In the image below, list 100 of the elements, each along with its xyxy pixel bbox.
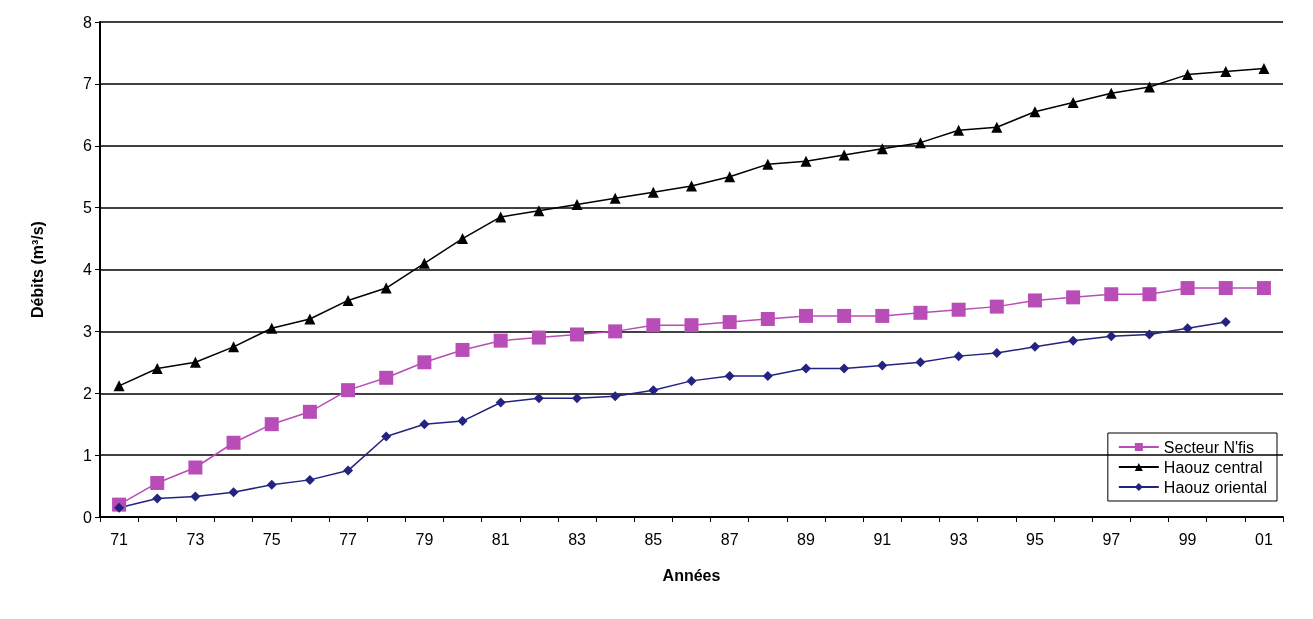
point bbox=[1182, 69, 1194, 81]
point bbox=[380, 282, 392, 294]
point bbox=[493, 333, 508, 348]
x-tick-label: 95 bbox=[1026, 530, 1044, 548]
point bbox=[1142, 287, 1157, 302]
point bbox=[228, 487, 239, 498]
point bbox=[188, 460, 203, 475]
point bbox=[302, 404, 317, 419]
point bbox=[1182, 323, 1193, 334]
x-tick-label: 73 bbox=[186, 530, 205, 548]
legend-label: Secteur N'fis bbox=[1163, 438, 1255, 456]
x-tick-label: 71 bbox=[110, 530, 129, 548]
y-tick-label: 7 bbox=[83, 75, 93, 93]
point bbox=[343, 465, 354, 476]
point bbox=[684, 318, 699, 333]
point bbox=[189, 356, 201, 368]
point bbox=[760, 312, 775, 326]
point bbox=[531, 330, 546, 345]
point bbox=[877, 360, 888, 371]
y-tick-label: 1 bbox=[83, 446, 93, 464]
point bbox=[762, 370, 773, 381]
y-tick-label: 6 bbox=[83, 137, 93, 155]
y-tick-label: 4 bbox=[83, 261, 93, 278]
point bbox=[457, 233, 469, 245]
point bbox=[798, 308, 813, 323]
point bbox=[1068, 335, 1079, 346]
y-tick-label: 8 bbox=[83, 13, 93, 31]
point bbox=[953, 124, 965, 136]
point bbox=[1106, 331, 1117, 342]
y-tick-label: 2 bbox=[83, 384, 93, 402]
x-tick-label: 89 bbox=[797, 530, 815, 548]
point bbox=[648, 385, 659, 396]
x-tick-label: 83 bbox=[568, 530, 587, 548]
point bbox=[1143, 81, 1155, 93]
point bbox=[570, 327, 585, 342]
y-axis-title: Débits (m³/s) bbox=[28, 221, 46, 318]
x-tick-label: 01 bbox=[1255, 530, 1273, 548]
point bbox=[1067, 96, 1079, 108]
point bbox=[1066, 290, 1081, 305]
point bbox=[839, 363, 850, 374]
point bbox=[379, 370, 394, 385]
point bbox=[226, 435, 241, 450]
x-axis-title: Années bbox=[662, 566, 721, 584]
point bbox=[1144, 329, 1155, 340]
point bbox=[724, 171, 736, 183]
x-tick-label: 97 bbox=[1102, 530, 1121, 548]
point bbox=[533, 393, 544, 404]
point bbox=[1218, 281, 1233, 296]
point bbox=[875, 308, 890, 323]
point bbox=[800, 155, 812, 167]
point bbox=[913, 305, 928, 320]
legend-label: Haouz central bbox=[1163, 458, 1263, 476]
point bbox=[152, 493, 163, 504]
point bbox=[647, 186, 659, 198]
y-tick-label: 0 bbox=[83, 508, 93, 526]
x-tick-label: 75 bbox=[262, 530, 281, 548]
point bbox=[533, 205, 545, 217]
point bbox=[608, 324, 623, 339]
point bbox=[417, 355, 432, 370]
y-tick-label: 5 bbox=[83, 199, 93, 217]
point bbox=[495, 211, 507, 223]
point bbox=[646, 318, 661, 333]
point bbox=[457, 416, 468, 427]
x-tick-label: 91 bbox=[873, 530, 892, 548]
point bbox=[1256, 281, 1271, 296]
point bbox=[304, 313, 316, 325]
point bbox=[1104, 287, 1119, 302]
point bbox=[495, 397, 506, 408]
point bbox=[991, 121, 1003, 133]
point bbox=[951, 302, 966, 317]
point bbox=[342, 294, 354, 306]
point bbox=[686, 180, 697, 192]
point bbox=[914, 137, 926, 149]
point bbox=[610, 391, 621, 402]
x-tick-label: 81 bbox=[491, 530, 510, 548]
point bbox=[609, 192, 621, 204]
point bbox=[1180, 281, 1195, 296]
point bbox=[571, 199, 583, 211]
point bbox=[418, 257, 430, 269]
point bbox=[264, 417, 279, 432]
x-tick-label: 87 bbox=[720, 530, 739, 548]
point bbox=[1027, 293, 1042, 308]
x-tick-label: 99 bbox=[1178, 530, 1197, 548]
y-tick-label: 3 bbox=[83, 322, 93, 340]
x-tick-label: 85 bbox=[644, 530, 663, 548]
point bbox=[838, 149, 850, 161]
point bbox=[991, 348, 1002, 359]
point bbox=[419, 419, 430, 430]
point bbox=[381, 431, 392, 442]
point bbox=[151, 363, 163, 374]
x-tick-label: 79 bbox=[415, 530, 434, 548]
point bbox=[455, 342, 470, 357]
point bbox=[953, 351, 964, 362]
point bbox=[304, 474, 315, 485]
x-tick-label: 77 bbox=[339, 530, 358, 548]
point bbox=[876, 143, 888, 155]
point bbox=[150, 475, 165, 490]
point bbox=[190, 491, 201, 502]
x-tick-label: 93 bbox=[949, 530, 968, 548]
point bbox=[1220, 66, 1232, 77]
